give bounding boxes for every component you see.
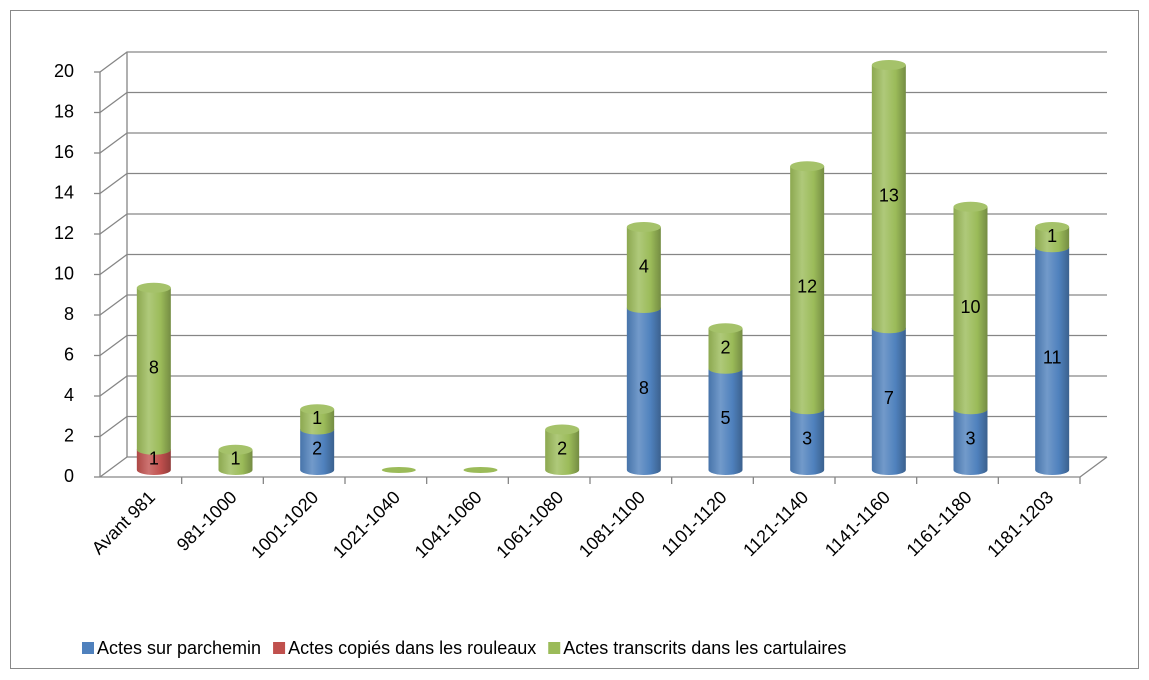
chart-frame bbox=[10, 10, 1139, 669]
data-label: 3 bbox=[802, 428, 812, 448]
bar-top bbox=[626, 222, 661, 232]
bar-top bbox=[708, 323, 743, 334]
y-tick-label: 6 bbox=[64, 344, 74, 364]
bar-segment bbox=[136, 449, 171, 475]
legend-swatch bbox=[273, 642, 286, 654]
y-tick-label: 2 bbox=[64, 425, 74, 445]
data-label: 1 bbox=[1047, 226, 1057, 246]
bar-segment bbox=[708, 368, 743, 475]
y-tick-label: 8 bbox=[64, 304, 74, 324]
bar-segment bbox=[136, 287, 171, 455]
bar-segment bbox=[300, 429, 335, 475]
data-label: 8 bbox=[639, 378, 649, 398]
data-label: 4 bbox=[639, 256, 649, 276]
bar-top bbox=[953, 201, 988, 212]
y-tick-label: 0 bbox=[64, 466, 74, 486]
bar-segment bbox=[953, 409, 988, 475]
bar-top bbox=[136, 282, 171, 293]
bar-empty bbox=[381, 467, 416, 473]
bar-top bbox=[790, 161, 825, 172]
data-label: 11 bbox=[1043, 347, 1062, 367]
bar-segment bbox=[953, 206, 988, 415]
legend-swatch bbox=[82, 642, 94, 654]
y-tick-label: 18 bbox=[54, 101, 74, 121]
data-label: 12 bbox=[797, 277, 817, 297]
data-label: 2 bbox=[720, 337, 730, 357]
y-tick-label: 20 bbox=[54, 61, 74, 81]
bar-top bbox=[871, 60, 906, 70]
y-tick-label: 16 bbox=[54, 142, 74, 162]
y-tick-label: 4 bbox=[64, 385, 74, 405]
legend-label: Actes copiés dans les rouleaux bbox=[288, 638, 536, 658]
legend-swatch bbox=[548, 642, 561, 654]
data-label: 1 bbox=[312, 408, 322, 428]
y-tick-label: 12 bbox=[54, 223, 74, 243]
bar-segment bbox=[1035, 227, 1070, 253]
data-label: 3 bbox=[965, 428, 975, 448]
data-label: 5 bbox=[720, 408, 730, 428]
data-label: 13 bbox=[879, 185, 899, 205]
legend-label: Actes sur parchemin bbox=[97, 638, 261, 658]
bar-segment bbox=[871, 65, 906, 334]
data-label: 2 bbox=[312, 439, 322, 459]
bar-segment bbox=[1035, 247, 1070, 475]
bar-top bbox=[545, 424, 580, 435]
bar-segment bbox=[300, 409, 335, 435]
bar-empty bbox=[463, 467, 498, 473]
bar-segment bbox=[218, 449, 253, 475]
data-label: 2 bbox=[557, 439, 567, 459]
data-label: 10 bbox=[960, 297, 980, 317]
bar-top bbox=[1035, 222, 1070, 232]
legend-label: Actes transcrits dans les cartulaires bbox=[563, 638, 846, 658]
bar-segment bbox=[626, 227, 661, 313]
bar-segment bbox=[871, 328, 906, 475]
bar-segment bbox=[790, 409, 825, 475]
data-label: 1 bbox=[149, 449, 159, 469]
y-tick-label: 14 bbox=[54, 182, 74, 202]
bar-segment bbox=[626, 308, 661, 475]
data-label: 8 bbox=[149, 358, 159, 378]
data-label: 7 bbox=[884, 388, 894, 408]
bar-segment bbox=[790, 166, 825, 415]
bar-segment bbox=[708, 328, 743, 374]
bar-top bbox=[300, 404, 335, 415]
bar-segment bbox=[545, 429, 580, 475]
data-label: 1 bbox=[230, 449, 240, 469]
bar-top bbox=[218, 444, 253, 455]
y-tick-label: 10 bbox=[54, 263, 74, 283]
